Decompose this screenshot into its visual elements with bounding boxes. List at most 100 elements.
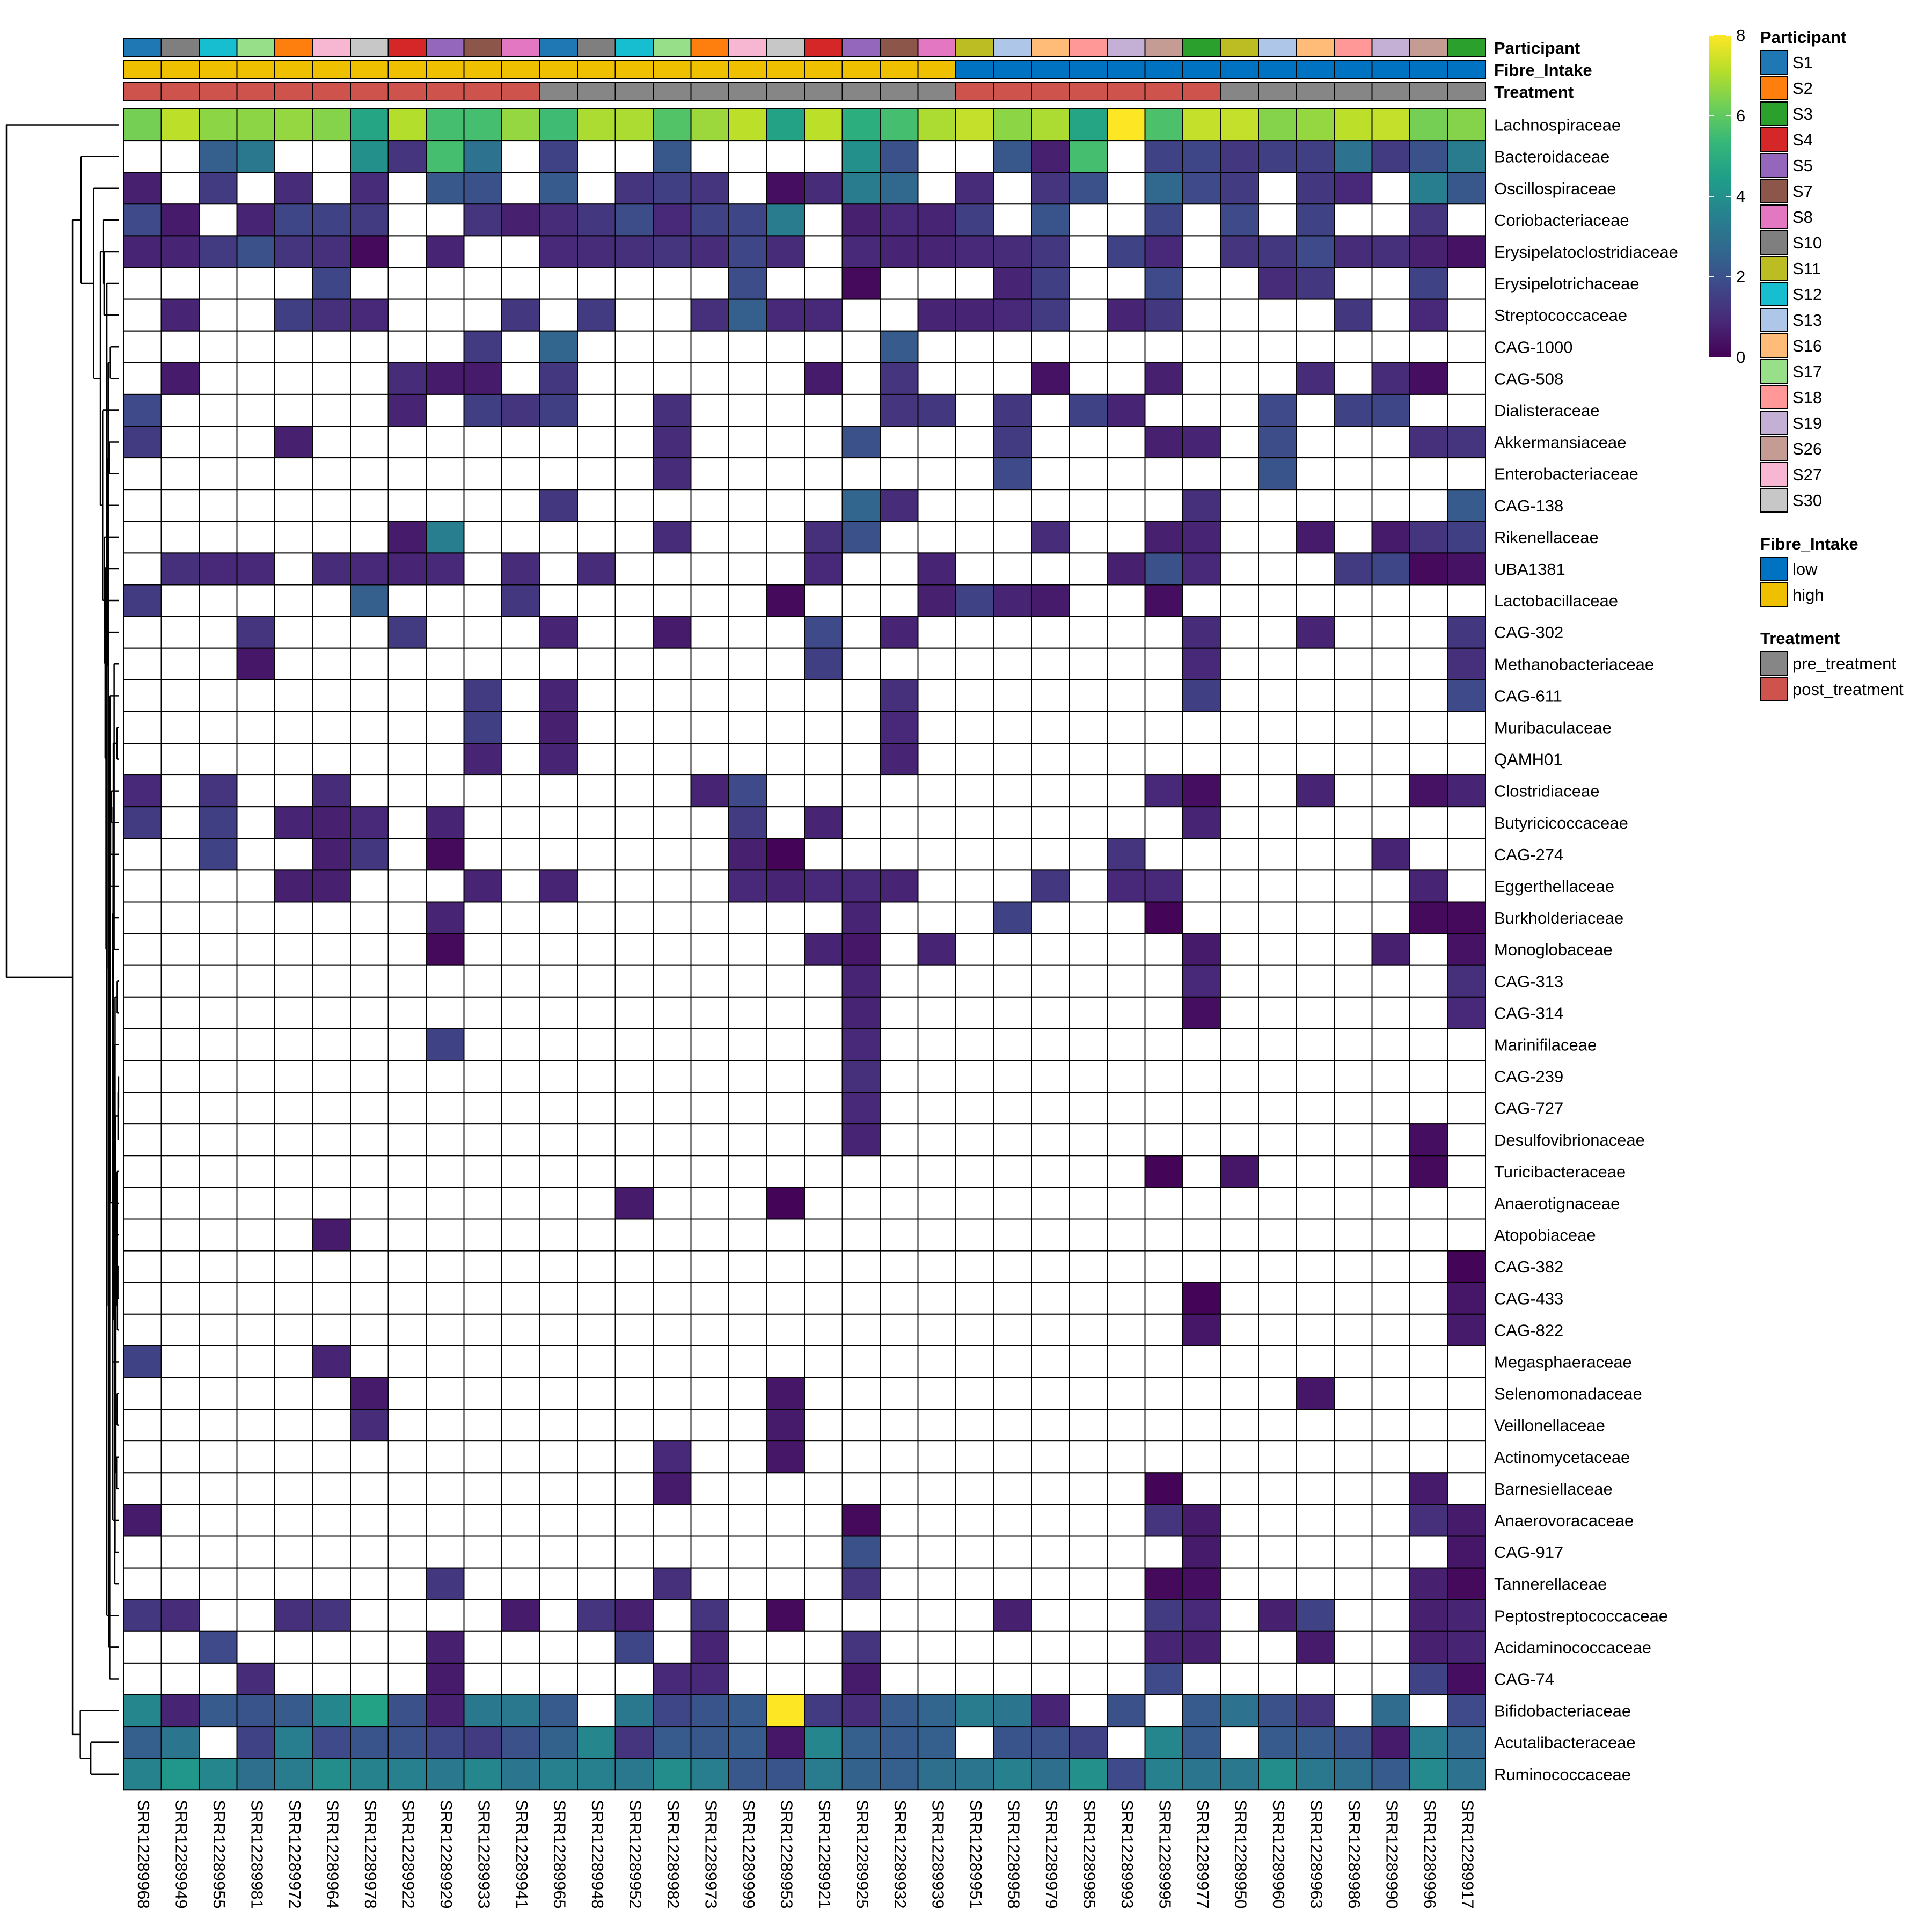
heatmap-cell <box>917 267 956 300</box>
heatmap-cell <box>841 1060 881 1093</box>
heatmap-cell <box>653 457 692 491</box>
heatmap-cell <box>1409 1694 1448 1728</box>
heatmap-cell <box>955 426 994 459</box>
heatmap-cell <box>1334 774 1373 808</box>
heatmap-cell <box>577 616 616 649</box>
heatmap-cell <box>614 1599 654 1632</box>
heatmap-cell <box>841 1218 881 1252</box>
heatmap-cell <box>1296 362 1335 395</box>
heatmap-cell <box>841 1535 881 1569</box>
heatmap-cell <box>841 1504 881 1537</box>
row-label: Butyricicoccaceae <box>1494 814 1628 832</box>
heatmap-cell <box>350 1028 389 1062</box>
heatmap-cell <box>1447 203 1486 237</box>
heatmap-cell <box>1144 489 1183 522</box>
heatmap-cell <box>1447 330 1486 363</box>
heatmap-cell <box>1069 1662 1108 1695</box>
heatmap-cell <box>804 1028 843 1062</box>
heatmap-cell <box>199 901 238 934</box>
legend-swatch <box>1760 651 1788 676</box>
heatmap-cell <box>236 1567 275 1600</box>
heatmap-cell <box>501 1758 540 1791</box>
heatmap-cell <box>690 711 729 744</box>
heatmap-cell <box>350 1282 389 1315</box>
heatmap-cell <box>804 235 843 268</box>
heatmap-cell <box>426 1662 465 1695</box>
heatmap-cell <box>1144 901 1183 934</box>
heatmap-cell <box>1220 1535 1259 1569</box>
heatmap-cell <box>274 1155 313 1188</box>
heatmap-cell <box>766 1409 805 1442</box>
heatmap-cell <box>1107 362 1146 395</box>
heatmap-cell <box>426 298 465 332</box>
heatmap-cell <box>1409 552 1448 586</box>
heatmap-cell <box>1031 1662 1070 1695</box>
heatmap-cell <box>1031 1567 1070 1600</box>
row-label: Akkermansiaceae <box>1494 433 1626 452</box>
heatmap-cell <box>917 584 956 617</box>
heatmap-cell <box>653 1630 692 1664</box>
heatmap-cell <box>199 933 238 966</box>
heatmap-cell <box>463 616 502 649</box>
heatmap-cell <box>1182 1440 1221 1474</box>
annotation-cell-treatment <box>426 82 465 101</box>
heatmap-cell <box>1447 996 1486 1029</box>
heatmap-cell <box>993 362 1032 395</box>
heatmap-cell <box>1220 1218 1259 1252</box>
heatmap-cell <box>312 1282 351 1315</box>
heatmap-cell <box>463 1377 502 1410</box>
heatmap-cell <box>1409 235 1448 268</box>
heatmap-cell <box>1107 426 1146 459</box>
heatmap-cell <box>1447 1472 1486 1505</box>
heatmap-cell <box>199 267 238 300</box>
heatmap-cell <box>160 1187 200 1220</box>
heatmap-cell <box>955 1187 994 1220</box>
heatmap-cell <box>728 298 767 332</box>
heatmap-cell <box>1031 616 1070 649</box>
heatmap-cell <box>880 1187 919 1220</box>
heatmap-cell <box>993 964 1032 998</box>
heatmap-cell <box>236 1726 275 1759</box>
heatmap-cell <box>501 1060 540 1093</box>
heatmap-cell <box>1220 1758 1259 1791</box>
heatmap-cell <box>160 1726 200 1759</box>
heatmap-cell <box>1220 457 1259 491</box>
heatmap-cell <box>274 679 313 712</box>
heatmap-cell <box>1371 838 1410 871</box>
heatmap-cell <box>199 964 238 998</box>
heatmap-cell <box>1031 1092 1070 1125</box>
heatmap-cell <box>653 172 692 205</box>
annotation-cell-participant <box>539 38 578 57</box>
row-label: Desulfovibrionaceae <box>1494 1131 1645 1150</box>
heatmap-cell <box>387 1440 427 1474</box>
heatmap-cell <box>1409 1630 1448 1664</box>
heatmap-cell <box>728 1662 767 1695</box>
heatmap-cell <box>653 1504 692 1537</box>
heatmap-cell <box>426 235 465 268</box>
heatmap-cell <box>841 743 881 776</box>
heatmap-cell <box>1220 679 1259 712</box>
heatmap-cell <box>123 172 162 205</box>
annotation-cell-treatment <box>917 82 956 101</box>
heatmap-cell <box>804 711 843 744</box>
heatmap-cell <box>917 235 956 268</box>
heatmap-cell <box>690 1694 729 1728</box>
heatmap-cell <box>917 616 956 649</box>
annotation-cell-treatment <box>236 82 275 101</box>
heatmap-cell <box>1069 774 1108 808</box>
heatmap-cell <box>804 1123 843 1157</box>
heatmap-cell <box>1371 172 1410 205</box>
heatmap-cell <box>917 1599 956 1632</box>
heatmap-cell <box>614 743 654 776</box>
heatmap-cell <box>1069 1409 1108 1442</box>
heatmap-cell <box>728 1060 767 1093</box>
heatmap-cell <box>501 869 540 903</box>
heatmap-cell <box>199 362 238 395</box>
row-label: Lachnospiraceae <box>1494 116 1621 135</box>
heatmap-cell <box>350 1567 389 1600</box>
heatmap-cell <box>804 1694 843 1728</box>
heatmap-cell <box>1031 1535 1070 1569</box>
heatmap-cell <box>274 711 313 744</box>
heatmap-cell <box>577 933 616 966</box>
heatmap-cell <box>841 235 881 268</box>
